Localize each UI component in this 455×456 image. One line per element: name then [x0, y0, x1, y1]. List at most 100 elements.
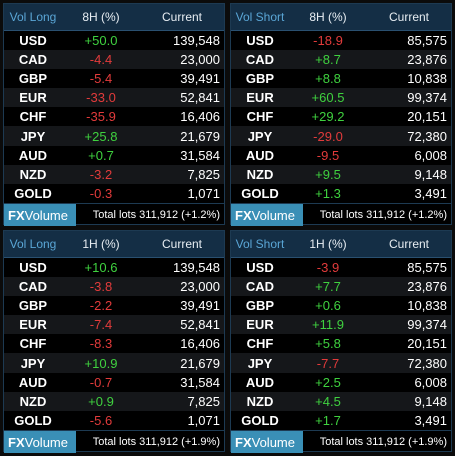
table-row: NZD -3.2 7,825	[4, 164, 224, 184]
current-cell: 31,584	[180, 374, 220, 390]
current-cell: 9,148	[414, 166, 447, 182]
total-lots: Total lots 311,912 (+1.2%)	[319, 209, 447, 221]
current-header: Current	[388, 237, 429, 251]
table-row: CAD -3.8 23,000	[4, 277, 224, 297]
table-row: GOLD -5.6 1,071	[4, 411, 224, 430]
table-row: JPY -29.0 72,380	[231, 126, 451, 146]
volume-panel: Vol Long 1H (%) Current USD +10.6 139,54…	[3, 230, 225, 453]
change-cell: -9.5	[316, 147, 340, 163]
current-cell: 6,008	[414, 147, 447, 163]
total-lots: Total lots 311,912 (+1.2%)	[92, 209, 220, 221]
symbol-cell: GOLD	[241, 412, 279, 428]
change-cell: -5.4	[89, 71, 113, 87]
current-cell: 23,000	[180, 52, 220, 68]
period-header: 8H (%)	[82, 10, 120, 24]
current-cell: 139,548	[173, 260, 220, 276]
symbol-cell: EUR	[19, 90, 47, 106]
current-cell: 52,841	[180, 90, 220, 106]
change-cell: -4.4	[89, 52, 113, 68]
current-cell: 139,548	[173, 33, 220, 49]
symbol-cell: JPY	[20, 355, 46, 371]
current-cell: 39,491	[180, 298, 220, 314]
table-row: CHF +29.2 20,151	[231, 107, 451, 126]
table-row: GBP +8.8 10,838	[231, 69, 451, 88]
total-lots: Total lots 311,912 (+1.9%)	[319, 436, 447, 448]
change-cell: -7.7	[316, 355, 340, 371]
table-row: CAD +7.7 23,876	[231, 277, 451, 297]
logo-volume: Volume	[251, 434, 295, 450]
current-cell: 1,071	[187, 185, 220, 201]
symbol-cell: CAD	[245, 52, 275, 68]
symbol-cell: EUR	[246, 317, 274, 333]
symbol-cell: AUD	[18, 374, 48, 390]
table-row: EUR +60.5 99,374	[231, 88, 451, 108]
table-row: NZD +4.5 9,148	[231, 391, 451, 411]
table-body: USD +50.0 139,548 CAD -4.4 23,000 GBP -5…	[4, 31, 224, 203]
symbol-cell: GOLD	[241, 185, 279, 201]
table-row: GOLD -0.3 1,071	[4, 184, 224, 203]
symbol-cell: CHF	[246, 109, 274, 125]
symbol-cell: CAD	[245, 279, 275, 295]
change-cell: -2.2	[89, 298, 113, 314]
current-header: Current	[388, 10, 429, 24]
current-cell: 39,491	[180, 71, 220, 87]
fxvolume-logo[interactable]: FX Volume	[4, 204, 76, 226]
change-cell: -0.7	[89, 374, 113, 390]
table-row: AUD -0.7 31,584	[4, 373, 224, 392]
current-cell: 6,008	[414, 374, 447, 390]
current-cell: 7,825	[187, 393, 220, 409]
fxvolume-logo[interactable]: FX Volume	[231, 204, 303, 226]
period-header: 8H (%)	[309, 10, 347, 24]
symbol-cell: CAD	[18, 279, 48, 295]
change-cell: +60.5	[311, 90, 345, 106]
total-lots: Total lots 311,912 (+1.9%)	[92, 436, 220, 448]
logo-volume: Volume	[24, 434, 68, 450]
panel-footer: FX Volume Total lots 311,912 (+1.9%)	[4, 430, 224, 453]
table-row: EUR -33.0 52,841	[4, 88, 224, 108]
symbol-cell: GBP	[245, 298, 275, 314]
current-cell: 23,876	[407, 52, 447, 68]
table-body: USD -3.9 85,575 CAD +7.7 23,876 GBP +0.6…	[231, 258, 451, 430]
table-row: CHF -35.9 16,406	[4, 107, 224, 126]
change-cell: -18.9	[313, 33, 343, 49]
table-row: JPY -7.7 72,380	[231, 353, 451, 373]
change-cell: +8.8	[315, 71, 341, 87]
table-row: NZD +9.5 9,148	[231, 164, 451, 184]
change-cell: +7.7	[315, 279, 341, 295]
fxvolume-logo[interactable]: FX Volume	[231, 431, 303, 453]
table-row: EUR +11.9 99,374	[231, 315, 451, 335]
table-row: USD -18.9 85,575	[231, 31, 451, 50]
table-row: AUD +2.5 6,008	[231, 373, 451, 392]
symbol-cell: GOLD	[14, 412, 52, 428]
table-row: JPY +25.8 21,679	[4, 126, 224, 146]
change-cell: +0.7	[88, 147, 114, 163]
current-cell: 7,825	[187, 166, 220, 182]
symbol-cell: USD	[19, 260, 47, 276]
change-cell: -0.3	[89, 185, 113, 201]
fxvolume-logo[interactable]: FX Volume	[4, 431, 76, 453]
symbol-cell: CAD	[18, 52, 48, 68]
symbol-cell: CHF	[19, 336, 47, 352]
period-header: 1H (%)	[82, 237, 120, 251]
panel-footer: FX Volume Total lots 311,912 (+1.2%)	[231, 203, 451, 226]
symbol-cell: USD	[19, 33, 47, 49]
symbol-cell: EUR	[19, 317, 47, 333]
logo-fx: FX	[8, 434, 25, 450]
table-header: Vol Short 8H (%) Current	[231, 4, 451, 31]
current-cell: 3,491	[414, 412, 447, 428]
current-cell: 72,380	[407, 128, 447, 144]
change-cell: +1.7	[315, 412, 341, 428]
table-row: CHF +5.8 20,151	[231, 334, 451, 353]
current-cell: 99,374	[407, 90, 447, 106]
volume-panel: Vol Short 1H (%) Current USD -3.9 85,575…	[230, 230, 452, 453]
change-cell: +4.5	[315, 393, 341, 409]
current-cell: 9,148	[414, 393, 447, 409]
table-row: GOLD +1.3 3,491	[231, 184, 451, 203]
table-row: JPY +10.9 21,679	[4, 353, 224, 373]
current-cell: 10,838	[407, 298, 447, 314]
table-row: GBP +0.6 10,838	[231, 296, 451, 315]
table-header: Vol Long 1H (%) Current	[4, 231, 224, 258]
symbol-cell: GBP	[245, 71, 275, 87]
current-cell: 21,679	[180, 355, 220, 371]
table-row: CAD +8.7 23,876	[231, 50, 451, 70]
